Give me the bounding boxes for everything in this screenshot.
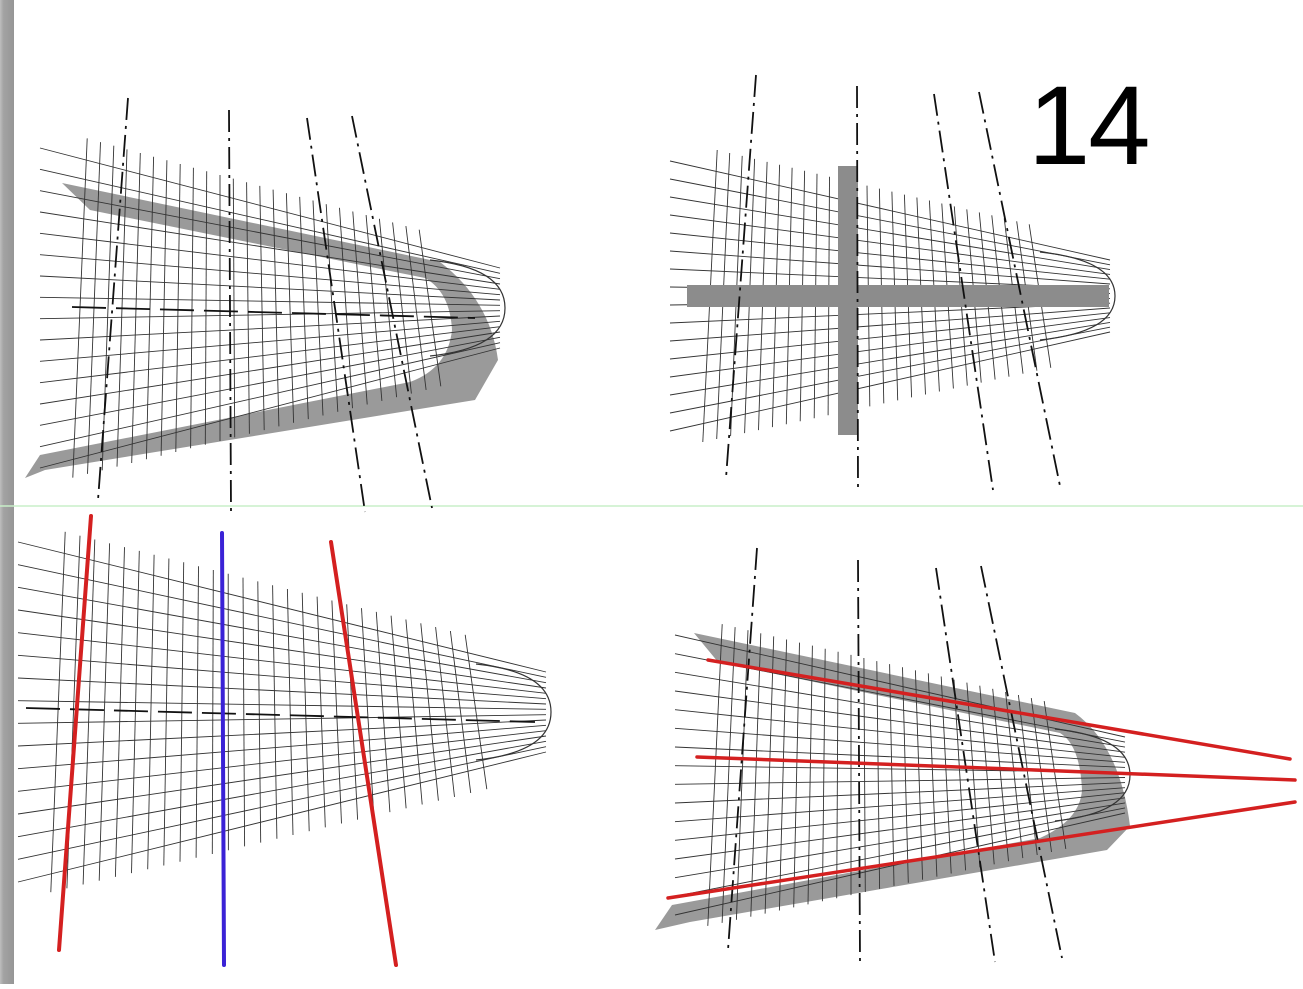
grid-line — [436, 627, 455, 797]
grid-line — [247, 182, 250, 433]
grid-line — [300, 197, 309, 419]
mesh-cap-outline — [476, 664, 551, 760]
grid-line — [379, 219, 396, 397]
grid-line — [18, 701, 546, 710]
grid-line — [18, 715, 546, 724]
grid-line — [115, 547, 124, 877]
grid-line — [779, 640, 786, 911]
grid-line — [273, 585, 277, 839]
grid-line — [18, 720, 546, 746]
grid-line — [40, 169, 500, 273]
grid-line — [864, 658, 865, 892]
panel-bottom-left — [18, 516, 551, 965]
grid-line — [18, 752, 546, 882]
grid-line — [18, 741, 546, 836]
grid-line — [18, 587, 546, 682]
grid-line — [18, 542, 546, 672]
band-outline — [655, 633, 1130, 930]
grid-line — [191, 168, 194, 449]
grid-line — [40, 348, 500, 468]
grid-line — [40, 297, 500, 305]
grid-line — [233, 179, 234, 438]
grid-line — [212, 570, 213, 854]
grid-line — [51, 532, 65, 892]
grid-line — [18, 633, 546, 694]
grid-line — [258, 581, 261, 842]
grid-line — [148, 555, 154, 870]
grid-line — [837, 652, 838, 898]
dashed-centerline — [26, 708, 535, 722]
grid-line — [708, 624, 722, 926]
grid-line — [99, 543, 109, 880]
grid-line — [196, 566, 198, 858]
grid-line — [406, 226, 426, 390]
grid-line — [822, 649, 825, 902]
grid-line — [722, 627, 735, 923]
slide-number: 14 — [1028, 70, 1149, 182]
grid-line — [765, 636, 774, 913]
red-line-left — [59, 516, 91, 950]
left-edge-strip — [0, 0, 14, 984]
grid-mesh — [18, 532, 551, 892]
grid-line — [18, 655, 546, 698]
grid-line — [736, 630, 748, 920]
grid-line — [465, 635, 487, 789]
grid-line — [286, 193, 293, 423]
grid-line — [18, 678, 546, 704]
grid-line — [18, 736, 546, 814]
grid-line — [132, 551, 140, 873]
panel-bottom-right — [655, 548, 1295, 962]
grid-line — [243, 578, 245, 847]
grid-line — [273, 190, 279, 427]
grid-line — [40, 191, 500, 279]
blue-line — [222, 533, 224, 965]
panel-top-left — [25, 98, 505, 512]
grid-line — [18, 565, 546, 678]
grid-line — [366, 215, 382, 401]
grid-line — [260, 186, 264, 430]
grid-line — [287, 589, 293, 835]
grid-line — [40, 316, 500, 340]
grid-line — [332, 601, 342, 824]
grid-line — [808, 646, 812, 905]
grid-line — [794, 643, 800, 908]
grid-line — [421, 623, 439, 800]
grid-line — [302, 593, 309, 831]
grid-line — [205, 171, 206, 444]
grid-line — [406, 620, 422, 805]
red-line-middle — [697, 757, 1295, 780]
red-line-bottom — [668, 802, 1295, 898]
cross-horizontal-bar — [687, 285, 1109, 307]
grid-line — [317, 597, 325, 828]
cross-vertical-bar — [838, 166, 858, 435]
grid-line — [670, 197, 1110, 270]
grid-line — [751, 633, 761, 916]
